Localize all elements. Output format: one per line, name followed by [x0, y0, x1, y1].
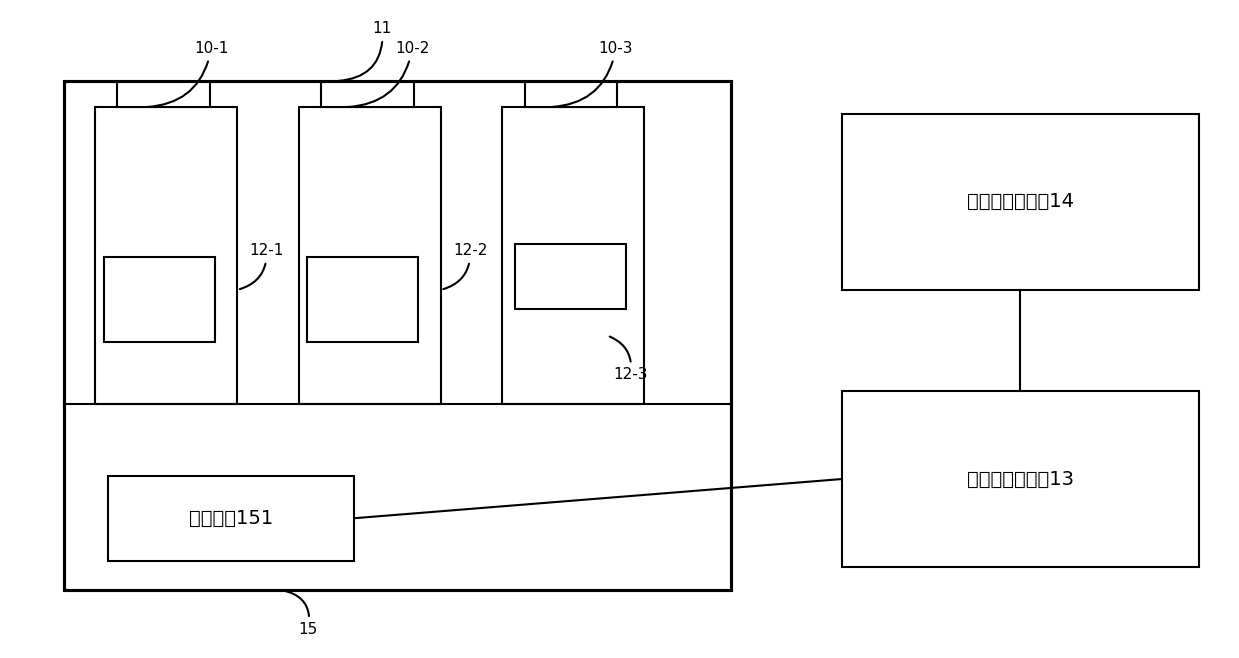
- Text: 12-1: 12-1: [240, 243, 284, 289]
- Bar: [307, 257, 419, 342]
- Text: 12-2: 12-2: [444, 243, 487, 289]
- Text: 冷链云管理平台13: 冷链云管理平台13: [966, 470, 1074, 488]
- Text: 11: 11: [338, 21, 392, 81]
- Bar: [95, 107, 237, 404]
- Text: 冷链管理客户端14: 冷链管理客户端14: [966, 192, 1074, 211]
- Text: 通信模块151: 通信模块151: [188, 509, 273, 528]
- Bar: [841, 391, 1199, 567]
- Text: 10-1: 10-1: [147, 41, 228, 107]
- Text: 15: 15: [282, 590, 318, 637]
- Bar: [514, 244, 626, 309]
- Text: 10-2: 10-2: [348, 41, 430, 107]
- Bar: [104, 257, 214, 342]
- Bar: [108, 476, 354, 561]
- Bar: [321, 82, 414, 107]
- Bar: [64, 81, 731, 590]
- Text: 12-3: 12-3: [610, 336, 648, 382]
- Bar: [502, 107, 644, 404]
- Bar: [524, 82, 617, 107]
- Text: 10-3: 10-3: [551, 41, 633, 107]
- Bar: [841, 114, 1199, 290]
- Bar: [118, 82, 209, 107]
- Bar: [299, 107, 441, 404]
